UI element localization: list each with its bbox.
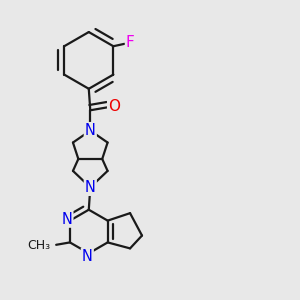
Text: N: N bbox=[85, 123, 96, 138]
Text: CH₃: CH₃ bbox=[27, 239, 50, 252]
Text: F: F bbox=[126, 35, 135, 50]
Text: N: N bbox=[85, 180, 96, 195]
Text: N: N bbox=[82, 249, 93, 264]
Text: N: N bbox=[61, 212, 72, 226]
Text: O: O bbox=[108, 99, 120, 114]
